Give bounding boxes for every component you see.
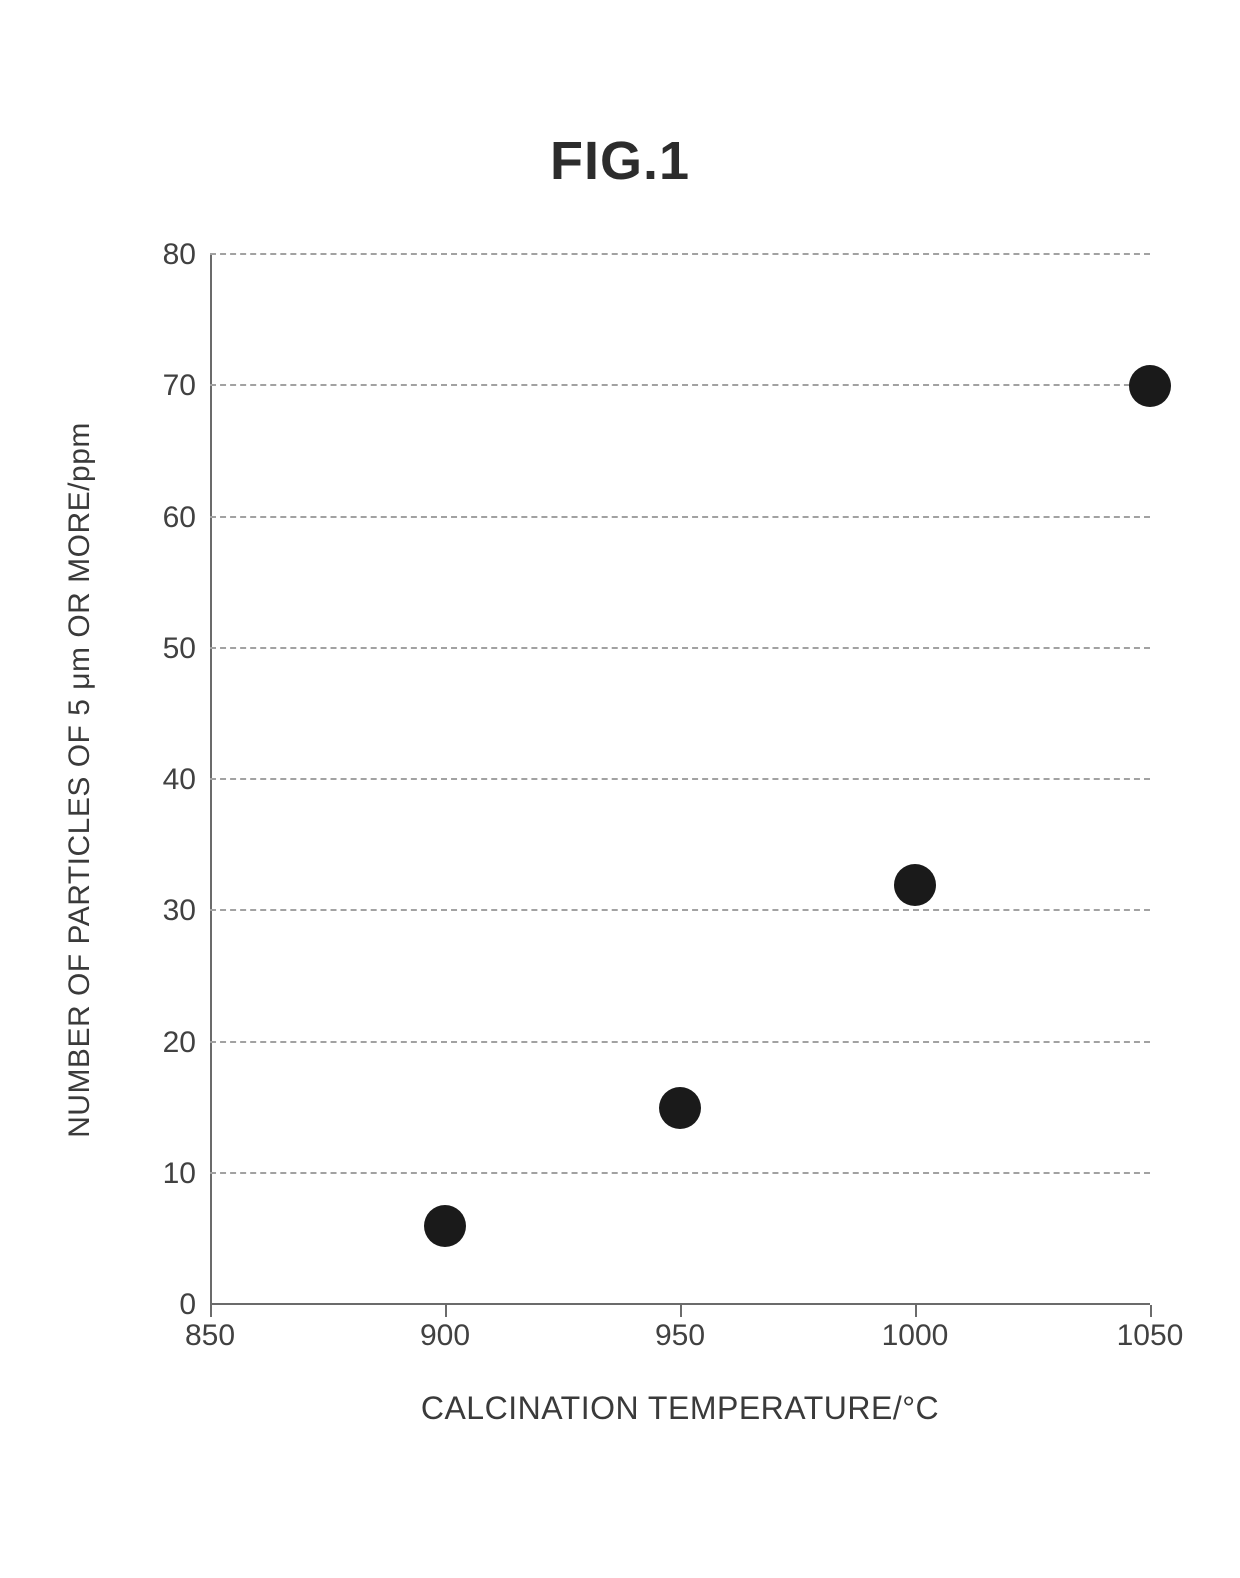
x-tick (680, 1305, 682, 1317)
x-tick-label: 1000 (882, 1319, 949, 1353)
gridline-y (210, 384, 1150, 386)
y-tick-label: 0 (179, 1288, 196, 1322)
y-tick-label: 70 (163, 369, 196, 403)
y-tick-label: 20 (163, 1026, 196, 1060)
x-tick (445, 1305, 447, 1317)
figure-title: FIG.1 (0, 130, 1240, 192)
y-tick-label: 60 (163, 501, 196, 535)
x-tick-label: 1050 (1117, 1319, 1184, 1353)
x-tick-label: 900 (420, 1319, 470, 1353)
gridline-y (210, 909, 1150, 911)
y-tick-label: 40 (163, 763, 196, 797)
data-point (424, 1205, 466, 1247)
x-tick-label: 850 (185, 1319, 235, 1353)
plot-border (210, 255, 1150, 1305)
x-axis-label: CALCINATION TEMPERATURE/°C (421, 1390, 939, 1427)
gridline-y (210, 647, 1150, 649)
gridline-y (210, 516, 1150, 518)
y-axis-label: NUMBER OF PARTICLES OF 5 μm OR MORE/ppm (63, 422, 97, 1138)
y-tick-label: 80 (163, 238, 196, 272)
x-tick (1150, 1305, 1152, 1317)
y-tick-label: 30 (163, 894, 196, 928)
data-point (1129, 365, 1171, 407)
figure: FIG.1 NUMBER OF PARTICLES OF 5 μm OR MOR… (0, 0, 1240, 1578)
x-tick (210, 1305, 212, 1317)
y-tick-label: 50 (163, 632, 196, 666)
gridline-y (210, 1172, 1150, 1174)
y-tick-label: 10 (163, 1157, 196, 1191)
plot-area: NUMBER OF PARTICLES OF 5 μm OR MORE/ppm … (210, 255, 1150, 1305)
gridline-y (210, 778, 1150, 780)
gridline-y (210, 1041, 1150, 1043)
data-point (659, 1087, 701, 1129)
gridline-y (210, 253, 1150, 255)
x-tick-label: 950 (655, 1319, 705, 1353)
data-point (894, 864, 936, 906)
x-tick (915, 1305, 917, 1317)
